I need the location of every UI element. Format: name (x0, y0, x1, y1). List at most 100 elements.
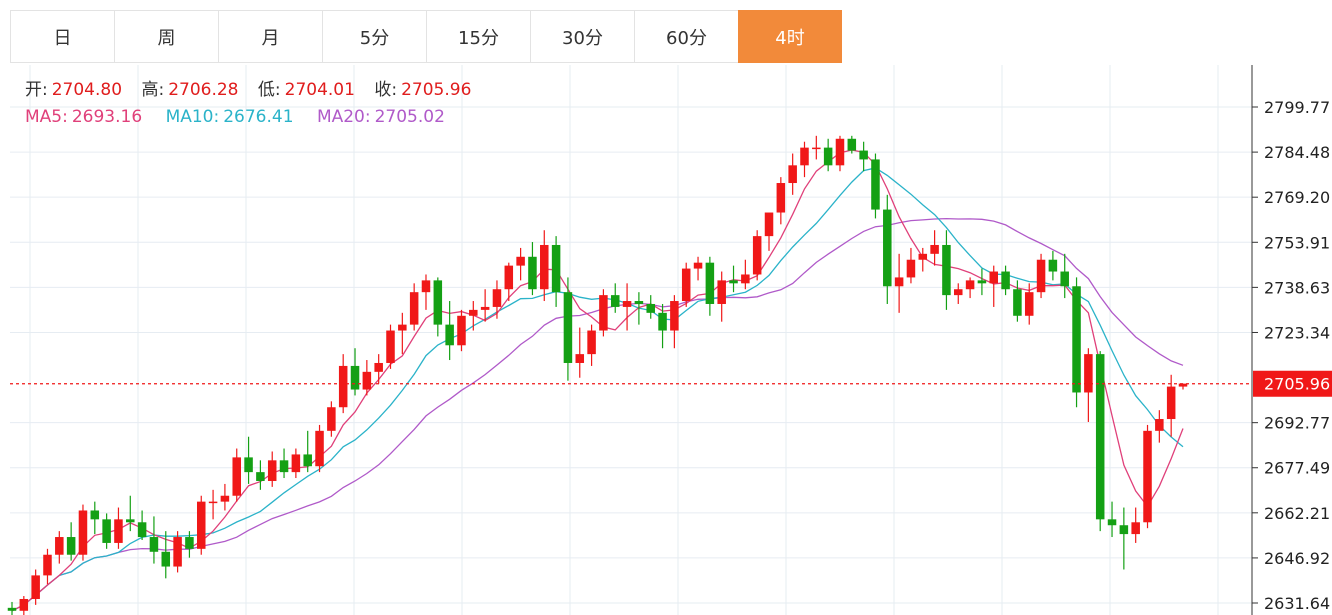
candle-body (374, 362, 383, 372)
close-value: 2705.96 (401, 80, 472, 100)
candle-body (729, 280, 738, 284)
ma20-label: MA20: (316, 107, 371, 127)
candle-body (480, 306, 490, 310)
candle-body (954, 289, 963, 296)
candle-body (66, 537, 76, 555)
candle-body (256, 472, 265, 481)
candle-body (646, 303, 655, 313)
candle-body (788, 165, 797, 184)
candle-body (658, 312, 667, 331)
candle-body (1024, 292, 1034, 316)
candle-body (528, 256, 537, 290)
y-tick-label: 2677.49 (1264, 459, 1330, 478)
candle-body (1036, 259, 1046, 293)
tab-week[interactable]: 周 (114, 10, 218, 63)
timeframe-tabs: 日 周 月 5分 15分 30分 60分 4时 (10, 10, 842, 64)
candle-body (823, 147, 833, 166)
candle-body (137, 522, 147, 538)
candle-body (161, 551, 171, 567)
tab-month[interactable]: 月 (218, 10, 322, 63)
open-label: 开: (25, 80, 48, 100)
candle-body (1060, 271, 1069, 287)
candle-body (942, 244, 951, 296)
candle-body (78, 510, 88, 555)
candle-body (149, 537, 159, 552)
y-tick-label: 2784.48 (1264, 143, 1330, 162)
candle-body (871, 159, 880, 210)
candle-body (102, 519, 111, 543)
candle-body (279, 460, 289, 473)
candle-body (1178, 383, 1188, 387)
candle-body (362, 371, 372, 390)
candle-body (930, 244, 939, 254)
candle-body (220, 495, 230, 502)
candle-body (634, 301, 644, 304)
candle-body (303, 454, 312, 467)
ma10-value: 2676.41 (223, 107, 294, 127)
low-label: 低: (257, 80, 281, 100)
tab-day[interactable]: 日 (10, 10, 114, 63)
candle-body (741, 274, 750, 284)
last-price-badge (1253, 370, 1332, 397)
candle-body (445, 324, 454, 346)
low-value: 2704.01 (284, 80, 355, 100)
tab-5min[interactable]: 5分 (322, 10, 426, 63)
candle-body (1155, 419, 1164, 431)
candle-body (1107, 519, 1117, 526)
candle-body (90, 510, 100, 520)
candle-body (504, 265, 514, 290)
candle-body (717, 280, 726, 304)
candle-body (859, 150, 868, 160)
ma-row: MA5: 2693.16 MA10: 2676.41 MA20: 2705.02 (25, 104, 485, 131)
y-tick-label: 2723.34 (1264, 323, 1330, 342)
candle-body (409, 292, 419, 325)
candle-body (681, 268, 691, 302)
ma20-value: 2705.02 (374, 107, 445, 127)
candle-body (327, 407, 336, 431)
candle-body (1119, 525, 1129, 535)
candle-body (1001, 271, 1010, 290)
candle-body (800, 147, 809, 166)
candle-body (610, 295, 620, 307)
candle-body (1048, 259, 1058, 272)
candle-body (350, 365, 360, 390)
tab-60min[interactable]: 60分 (634, 10, 738, 63)
ma5-line (11, 149, 1184, 612)
close-label: 收: (374, 80, 398, 100)
candle-body (599, 295, 608, 331)
candle-body (835, 138, 845, 166)
candle-body (847, 138, 857, 151)
candle-body (1131, 522, 1140, 535)
candle-body (196, 501, 206, 549)
candle-body (1084, 354, 1093, 393)
candle-body (705, 262, 715, 304)
y-tick-label: 2753.91 (1264, 233, 1330, 252)
ma5-value: 2693.16 (71, 107, 143, 127)
candle-body (693, 262, 703, 269)
last-price-label: 2705.96 (1264, 375, 1330, 394)
candle-body (244, 457, 253, 473)
candle-body (267, 460, 277, 481)
candle-body (587, 330, 596, 355)
tab-15min[interactable]: 15分 (426, 10, 530, 63)
candle-body (575, 354, 585, 363)
candle-body (894, 277, 904, 287)
y-tick-label: 2692.77 (1264, 414, 1330, 433)
candle-body (1095, 354, 1105, 520)
candle-body (457, 315, 466, 346)
candles (7, 135, 1188, 615)
y-tick-label: 2738.63 (1264, 278, 1330, 297)
tab-4hour[interactable]: 4时 (738, 10, 842, 63)
moving-average-lines (11, 149, 1184, 612)
tab-30min[interactable]: 30分 (530, 10, 634, 63)
candle-body (208, 501, 218, 504)
candle-body (421, 280, 431, 293)
y-tick-label: 2769.20 (1264, 188, 1330, 207)
chart-grid (10, 65, 1252, 615)
candle-body (918, 253, 928, 260)
candle-body (469, 309, 478, 316)
candle-body (977, 280, 987, 284)
candle-body (19, 598, 29, 611)
candle-body (540, 244, 549, 290)
